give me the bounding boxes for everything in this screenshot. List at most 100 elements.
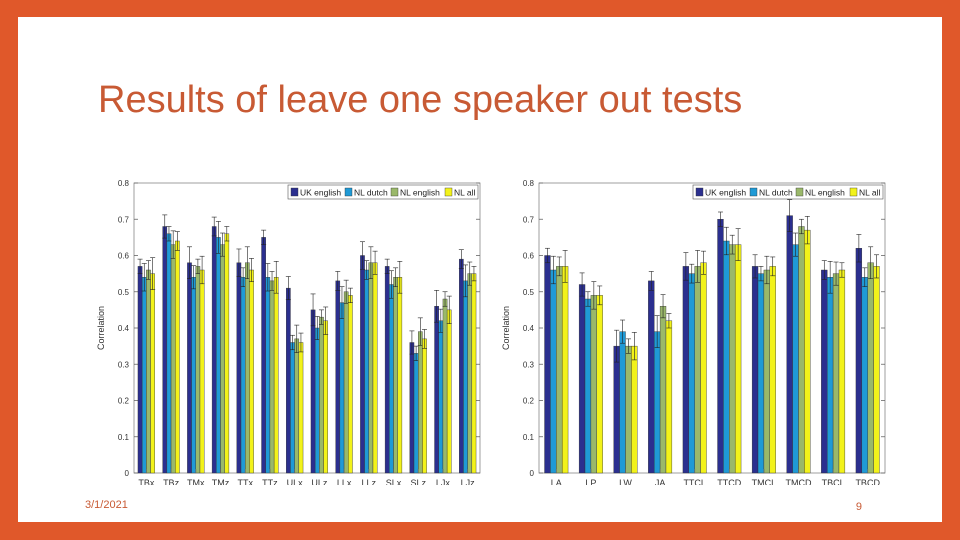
chart-right: 0 0.1 0.2 0.3 0.4 0.5 0.6 0.7 0.8 Correlation LA LP… — [501, 179, 886, 485]
y-tick-label: 0.3 — [523, 360, 535, 369]
legend-label: NL english — [805, 188, 845, 198]
bar — [290, 342, 295, 474]
x-tick-label: TBCD — [855, 478, 880, 485]
legend-label: UK english — [705, 188, 746, 198]
bar — [729, 244, 736, 474]
bar — [769, 266, 776, 474]
legend-label: UK english — [300, 188, 341, 198]
bar — [422, 338, 427, 474]
slide-title: Results of leave one speaker out tests — [98, 79, 743, 121]
y-tick-label: 0.1 — [523, 433, 535, 442]
x-tick-label: TMCD — [786, 478, 812, 485]
bar — [613, 345, 620, 474]
bar — [368, 262, 374, 474]
bar — [162, 226, 168, 474]
bar — [245, 262, 250, 474]
y-tick-label: 0 — [125, 469, 130, 478]
bar — [590, 295, 597, 474]
legend — [692, 184, 884, 200]
bar — [694, 266, 701, 474]
page-number: 9 — [855, 501, 862, 513]
y-tick-label: 0.2 — [523, 397, 535, 406]
bar — [224, 233, 230, 474]
bar — [211, 226, 217, 474]
bar — [220, 244, 225, 474]
bar — [584, 298, 592, 474]
x-tick-label: TTCD — [717, 478, 741, 485]
bar — [648, 280, 655, 474]
bar — [619, 331, 626, 474]
bar — [798, 226, 805, 474]
bar — [364, 269, 369, 474]
bar — [150, 273, 155, 474]
y-tick-label: 0.6 — [523, 252, 535, 261]
legend — [287, 184, 479, 200]
bar — [459, 258, 464, 474]
bar — [463, 280, 468, 474]
legend-label: NL all — [454, 188, 476, 198]
bar — [734, 244, 742, 474]
x-tick-label: TBz — [163, 478, 180, 485]
bar — [269, 280, 275, 474]
legend-label: NL dutch — [354, 188, 388, 198]
legend-swatch — [849, 187, 858, 197]
bar — [195, 266, 201, 474]
bar — [335, 280, 341, 474]
x-tick-label: ULz — [311, 478, 328, 485]
bar — [137, 266, 143, 474]
bar — [323, 320, 328, 474]
bar — [688, 273, 695, 474]
bar — [654, 331, 661, 474]
bar — [786, 215, 793, 474]
bar — [273, 277, 279, 474]
bar — [298, 342, 304, 474]
y-tick-label: 0.8 — [118, 179, 130, 188]
bar — [343, 291, 349, 474]
y-axis-label: Correlation — [501, 306, 511, 350]
bar — [236, 262, 242, 474]
bar — [832, 273, 840, 474]
legend-swatch — [344, 187, 353, 197]
x-tick-label: TMx — [187, 478, 205, 485]
bar — [446, 309, 452, 474]
bar — [434, 306, 439, 474]
bar — [286, 287, 291, 474]
x-tick-label: LLz — [362, 478, 377, 485]
y-tick-label: 0.2 — [118, 397, 130, 406]
y-tick-label: 0.7 — [118, 215, 130, 224]
bar — [873, 266, 880, 474]
legend-label: NL all — [859, 188, 881, 198]
bar — [216, 237, 221, 474]
bar — [261, 237, 266, 474]
y-tick-label: 0.5 — [523, 288, 535, 297]
bar — [682, 266, 690, 474]
bar — [631, 345, 638, 474]
x-tick-label: TTx — [237, 478, 253, 485]
bar — [625, 345, 632, 474]
bar — [310, 309, 316, 474]
bar — [339, 302, 345, 474]
x-tick-label: TTCL — [683, 478, 706, 485]
bar — [393, 277, 398, 474]
plot-area — [133, 182, 481, 474]
x-tick-label: LW — [619, 478, 632, 485]
legend-swatch — [695, 187, 704, 197]
bar — [384, 266, 390, 474]
bar — [467, 273, 473, 474]
y-tick-label: 0.3 — [118, 360, 130, 369]
bar — [314, 327, 320, 474]
x-tick-label: TMz — [212, 478, 230, 485]
bar — [550, 269, 557, 474]
bar — [397, 277, 403, 474]
x-tick-label: LLx — [337, 478, 352, 485]
y-tick-label: 0.4 — [523, 324, 535, 333]
bar — [763, 269, 770, 474]
bar — [413, 353, 419, 474]
x-tick-label: SLz — [410, 478, 426, 485]
y-tick-label: 0.6 — [118, 252, 130, 261]
y-tick-label: 0.1 — [118, 433, 130, 442]
x-tick-label: LJz — [461, 478, 476, 485]
y-tick-label: 0.7 — [523, 215, 535, 224]
bar — [141, 277, 147, 474]
bar — [166, 233, 172, 474]
